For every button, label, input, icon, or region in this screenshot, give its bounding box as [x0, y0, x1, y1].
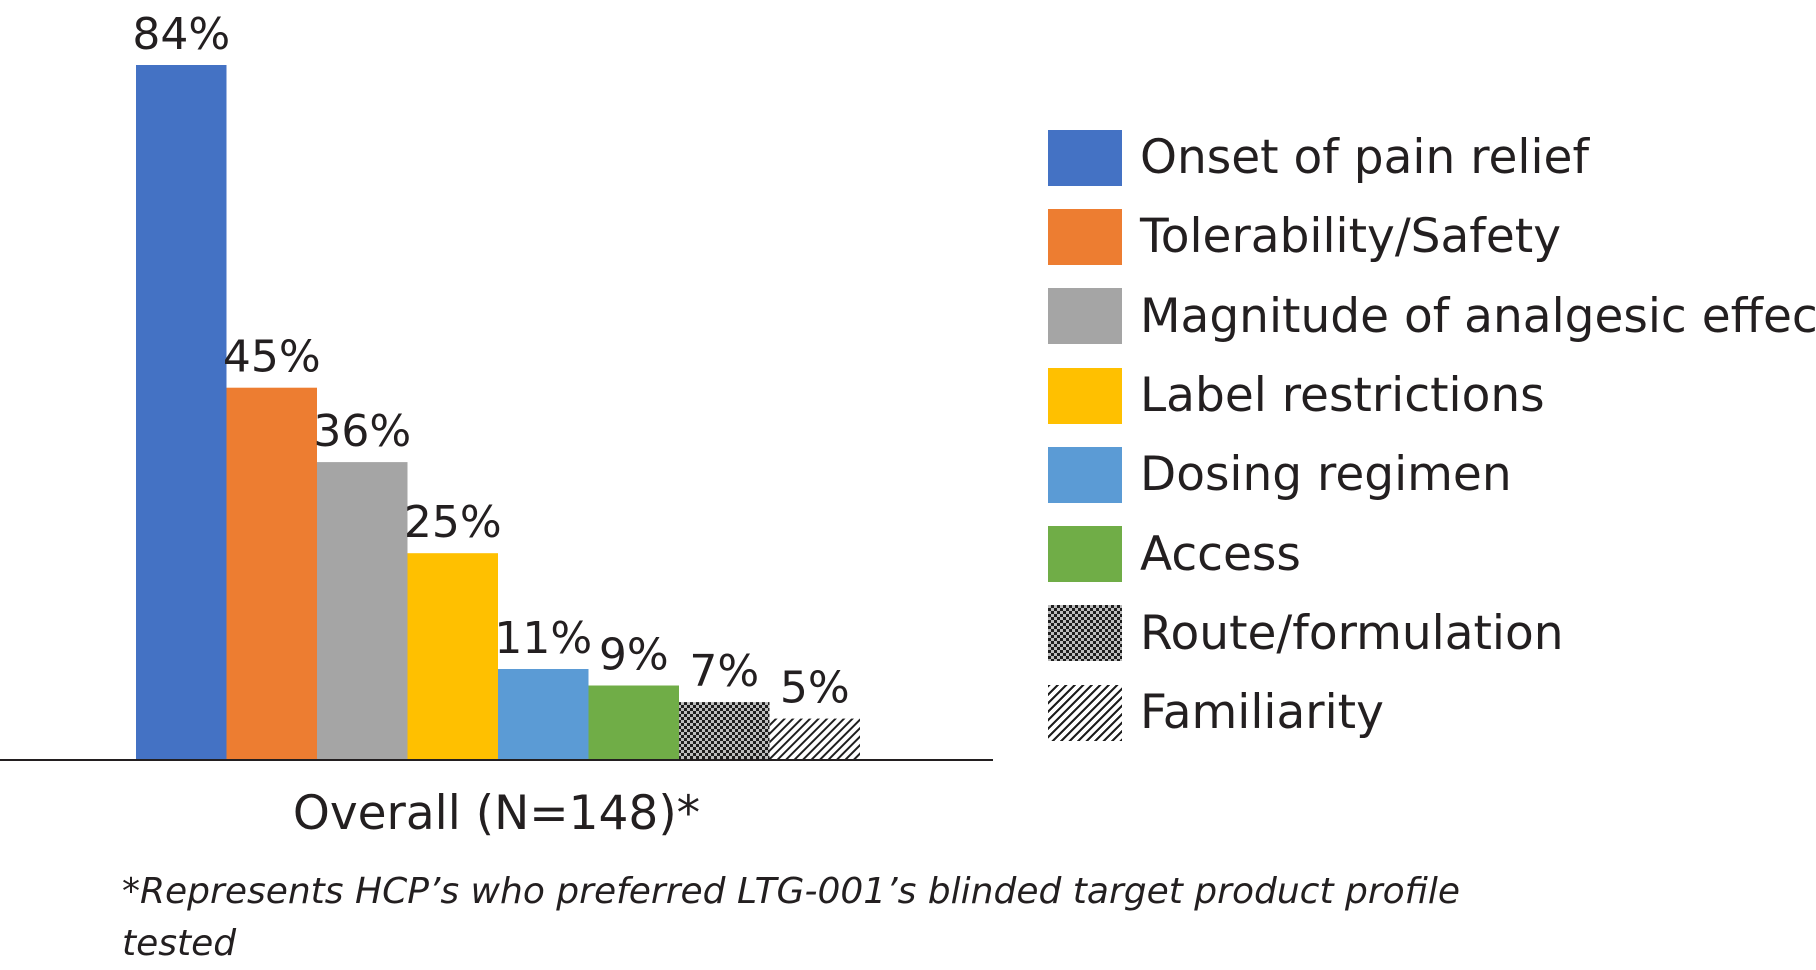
legend-label-dosing: Dosing regimen	[1140, 447, 1512, 503]
legend-swatch-magnitude	[1048, 288, 1122, 345]
legend-swatch-tolerability	[1048, 208, 1122, 265]
data-label-access: 9%	[599, 630, 669, 681]
data-label-familiarity: 5%	[780, 663, 850, 714]
bar-access	[588, 685, 679, 760]
data-label-route-formulation: 7%	[689, 646, 759, 697]
legend: Onset of pain relief Tolerability/Safety…	[1048, 118, 1816, 752]
data-label-tolerability-safety: 45%	[223, 332, 321, 383]
bar-route-formulation	[679, 702, 770, 760]
legend-item-label-restrictions: Label restrictions	[1048, 356, 1816, 435]
legend-item-familiarity: Familiarity	[1048, 673, 1816, 752]
legend-label-tolerability: Tolerability/Safety	[1140, 209, 1562, 265]
bar-familiarity	[769, 718, 860, 760]
legend-swatch-label-restrictions	[1048, 367, 1122, 424]
legend-item-dosing: Dosing regimen	[1048, 435, 1816, 514]
legend-label-familiarity: Familiarity	[1140, 685, 1384, 741]
legend-label-route: Route/formulation	[1140, 605, 1564, 661]
legend-item-tolerability: Tolerability/Safety	[1048, 197, 1816, 276]
data-label-magnitude-of-analgesic-effect: 36%	[313, 406, 411, 457]
bars-group	[136, 65, 860, 760]
bar-dosing-regimen	[498, 669, 589, 760]
x-axis-category-label: Overall (N=148)*	[292, 786, 701, 841]
legend-label-onset: Onset of pain relief	[1140, 130, 1590, 186]
legend-swatch-dosing	[1048, 446, 1122, 503]
bar-magnitude-of-analgesic-effect	[317, 462, 408, 760]
bar-tolerability-safety	[226, 387, 317, 760]
data-label-label-restrictions: 25%	[404, 497, 502, 548]
legend-label-label-restrictions: Label restrictions	[1140, 368, 1545, 424]
legend-label-access: Access	[1140, 526, 1301, 582]
data-label-dosing-regimen: 11%	[494, 613, 592, 664]
legend-item-route: Route/formulation	[1048, 594, 1816, 673]
legend-swatch-onset	[1048, 129, 1122, 186]
legend-label-magnitude: Magnitude of analgesic effect	[1140, 288, 1816, 344]
legend-item-magnitude: Magnitude of analgesic effect	[1048, 277, 1816, 356]
legend-item-access: Access	[1048, 514, 1816, 593]
data-labels-group: 84% 45% 36% 25% 11% 9% 7% 5%	[132, 9, 849, 714]
legend-item-onset: Onset of pain relief	[1048, 118, 1816, 197]
bar-onset-of-pain-relief	[136, 65, 227, 760]
legend-swatch-access	[1048, 526, 1122, 583]
legend-swatch-familiarity	[1048, 684, 1122, 741]
bar-label-restrictions	[407, 553, 498, 760]
legend-swatch-route	[1048, 605, 1122, 662]
footnote: *Represents HCP’s who preferred LTG-001’…	[122, 871, 1461, 964]
data-label-onset-of-pain-relief: 84%	[132, 9, 230, 60]
